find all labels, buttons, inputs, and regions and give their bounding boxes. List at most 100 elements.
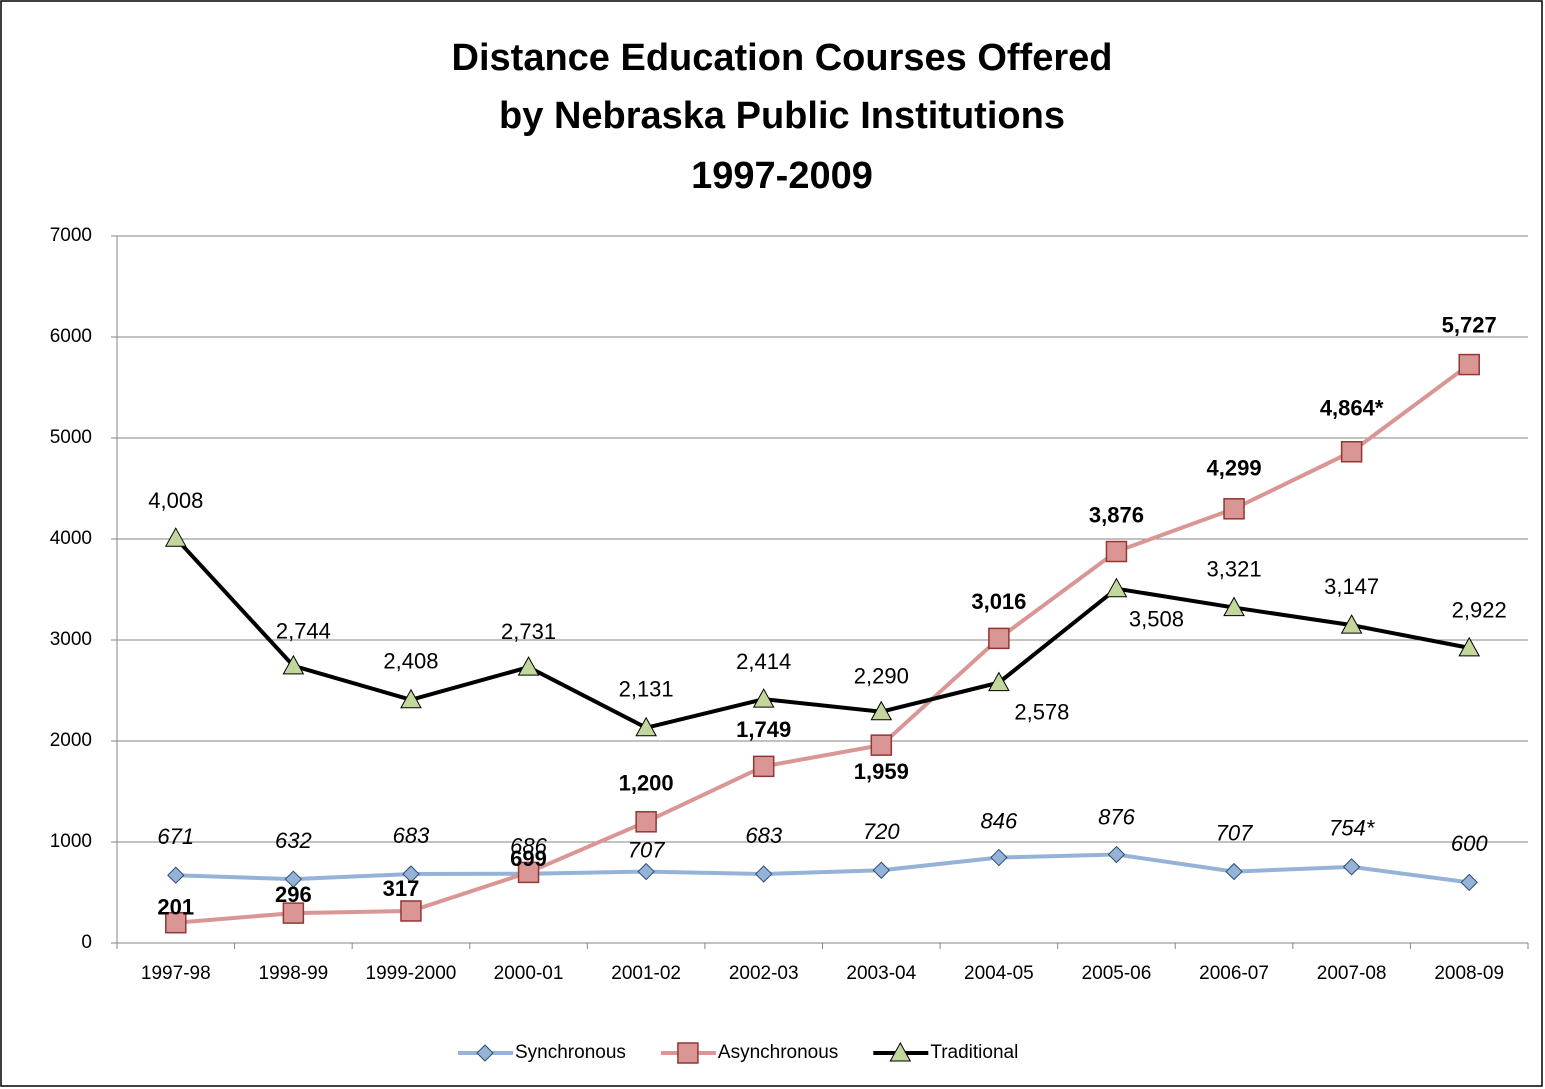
data-label: 846: [981, 808, 1018, 833]
x-tick-label: 1998-99: [259, 963, 329, 984]
data-label: 1,200: [619, 771, 674, 796]
data-label: 317: [383, 876, 420, 901]
marker: [1458, 636, 1481, 657]
data-label: 3,016: [971, 589, 1026, 614]
marker: [1340, 614, 1363, 634]
y-tick-label: 6000: [50, 326, 92, 347]
x-tick-label: 1999-2000: [366, 963, 457, 984]
marker: [284, 870, 303, 888]
y-tick-label: 7000: [50, 225, 92, 246]
marker: [400, 688, 422, 709]
data-label: 4,008: [148, 488, 203, 513]
data-label: 600: [1451, 831, 1488, 856]
marker: [1340, 440, 1363, 463]
marker: [870, 700, 893, 721]
x-tick-label: 1997-98: [141, 963, 211, 984]
data-label: 2,290: [854, 664, 909, 689]
series-line: [175, 362, 1471, 925]
data-label: 1,749: [736, 717, 791, 742]
marker: [889, 1041, 912, 1062]
data-label: 699: [510, 846, 547, 871]
marker: [870, 734, 893, 756]
x-tick-label: 2006-07: [1199, 963, 1269, 984]
data-label: 2,744: [276, 619, 331, 644]
marker: [517, 861, 540, 884]
marker: [1223, 498, 1245, 520]
x-tick-label: 2002-03: [729, 963, 799, 984]
marker: [402, 865, 420, 883]
marker: [165, 911, 187, 934]
y-tick-label: 0: [81, 932, 92, 953]
data-label: 754*: [1329, 816, 1376, 841]
data-label: 707: [1216, 820, 1253, 845]
data-label: 2,731: [501, 619, 556, 644]
marker: [1458, 353, 1480, 376]
marker: [1225, 862, 1243, 881]
data-label: 2,414: [736, 649, 791, 674]
series-line: [175, 852, 1470, 885]
marker: [635, 716, 657, 737]
x-tick-label: 2008-09: [1434, 963, 1504, 984]
data-label: 720: [863, 819, 900, 844]
series-line: [174, 536, 1470, 730]
marker: [167, 866, 185, 884]
marker: [1342, 858, 1361, 876]
marker: [1460, 873, 1478, 892]
y-tick-label: 3000: [50, 629, 92, 650]
marker: [476, 1044, 494, 1062]
data-label: 2,922: [1452, 598, 1507, 623]
chart-title: Distance Education Courses Offered: [452, 37, 1113, 79]
data-label: 5,727: [1442, 312, 1497, 337]
marker: [282, 654, 305, 675]
data-label: 671: [157, 824, 194, 849]
legend-label: Synchronous: [515, 1042, 626, 1063]
marker: [677, 1042, 699, 1064]
y-tick-label: 2000: [50, 730, 92, 751]
data-label: 707: [628, 837, 665, 862]
marker: [988, 671, 1010, 692]
marker: [282, 902, 305, 924]
data-label: 686: [510, 834, 547, 859]
marker: [517, 656, 540, 676]
x-tick-label: 2007-08: [1317, 963, 1387, 984]
marker: [400, 900, 422, 922]
data-label: 3,321: [1207, 556, 1262, 581]
data-label: 296: [275, 882, 312, 907]
x-tick-label: 2001-02: [611, 963, 681, 984]
y-tick-label: 5000: [50, 427, 92, 448]
marker: [637, 862, 655, 881]
data-label: 4,864*: [1320, 396, 1384, 421]
marker: [990, 848, 1008, 867]
y-tick-label: 1000: [50, 831, 92, 852]
marker: [164, 527, 187, 547]
x-tick-label: 2003-04: [846, 963, 916, 984]
x-tick-label: 2000-01: [494, 963, 564, 984]
data-label: 2,131: [619, 677, 674, 702]
data-label: 201: [157, 895, 194, 920]
y-tick-label: 4000: [50, 528, 92, 549]
data-label: 4,299: [1207, 456, 1262, 481]
marker: [635, 811, 657, 833]
data-label: 683: [393, 823, 430, 848]
marker: [988, 627, 1010, 650]
data-label: 2,578: [1014, 699, 1069, 724]
data-label: 3,147: [1324, 574, 1379, 599]
marker: [1107, 845, 1126, 864]
x-tick-label: 2005-06: [1082, 963, 1152, 984]
legend-label: Traditional: [930, 1042, 1018, 1063]
chart-title: 1997-2009: [691, 155, 873, 197]
data-label: 3,876: [1089, 502, 1144, 527]
data-label: 876: [1098, 804, 1135, 829]
marker: [872, 861, 890, 879]
marker: [1223, 596, 1245, 617]
marker: [1105, 577, 1128, 598]
x-tick-label: 2004-05: [964, 963, 1034, 984]
data-label: 683: [745, 823, 782, 848]
marker: [752, 688, 775, 708]
data-label: 632: [275, 828, 312, 853]
data-label: 3,508: [1129, 607, 1184, 632]
data-label: 1,959: [854, 759, 909, 784]
